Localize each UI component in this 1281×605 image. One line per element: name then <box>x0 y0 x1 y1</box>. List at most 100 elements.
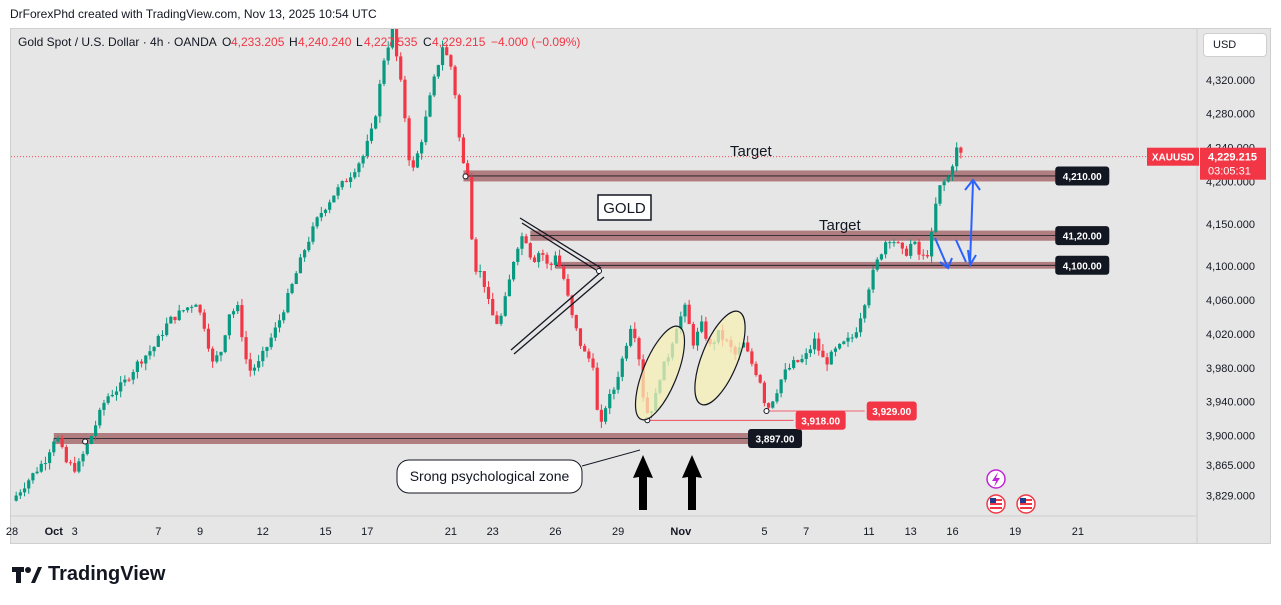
candle-body <box>687 304 691 325</box>
x-tick-label: 7 <box>155 526 161 538</box>
target-label-upper: Target <box>730 143 773 160</box>
candle-body <box>934 203 938 233</box>
candle-body <box>445 47 449 56</box>
candle-body <box>528 243 532 258</box>
candle-body <box>553 255 557 266</box>
tradingview-logo[interactable]: TradingView <box>12 563 165 586</box>
candle-body <box>750 351 754 364</box>
candle-body <box>516 248 520 262</box>
candle-body <box>754 363 758 375</box>
candle-body <box>114 391 119 395</box>
candle-body <box>403 79 407 119</box>
candle-body <box>620 358 624 377</box>
x-tick-label: Nov <box>670 526 692 538</box>
candle-body <box>336 187 340 196</box>
candle-body <box>290 284 294 294</box>
last-price-tag[interactable] <box>1200 147 1266 180</box>
highlight-ellipse <box>694 310 746 406</box>
pivot-dot <box>596 268 602 274</box>
candle-body <box>913 241 917 244</box>
candle-body <box>269 337 273 348</box>
candle-body <box>520 236 524 249</box>
candle-body <box>900 242 904 249</box>
highlight-ellipse <box>634 325 686 421</box>
candle-body <box>453 66 457 96</box>
y-tick-label: 4,320.000 <box>1206 75 1255 87</box>
candle-body <box>27 480 31 489</box>
candle-body <box>578 328 583 346</box>
candle-body <box>470 177 474 240</box>
change-value: −4.000 (−0.09%) <box>491 35 580 49</box>
target-zone-middle-price-tag[interactable] <box>1055 226 1110 246</box>
line-3918-price-tag[interactable] <box>795 410 846 430</box>
target-zone-lower-price-tag[interactable] <box>1055 255 1110 275</box>
candle-body <box>106 396 110 403</box>
axis-layer: 4,320.0004,280.0004,240.0004,200.0004,15… <box>6 29 1255 543</box>
candle-body <box>599 409 603 422</box>
tradingview-logo-icon <box>12 566 42 583</box>
x-tick-label: 21 <box>1072 526 1084 538</box>
candle-body <box>227 314 231 336</box>
candle-body <box>323 209 328 214</box>
target-zone-middle-price-text: 41,20.00 <box>1063 232 1102 243</box>
candle-body <box>382 60 386 84</box>
candle-body <box>812 338 817 350</box>
candle-body <box>261 350 265 362</box>
y-tick-label: 4,060.000 <box>1206 295 1255 307</box>
candle-body <box>156 335 160 347</box>
candle-body <box>541 253 545 255</box>
candle-body <box>194 304 198 307</box>
candle-body <box>39 463 43 472</box>
candle-body <box>110 394 114 397</box>
candle-body <box>420 142 424 154</box>
target-zone-upper-price-tag[interactable] <box>1055 166 1110 186</box>
us-flag-icon[interactable] <box>986 494 1006 514</box>
candle-body <box>328 202 332 210</box>
low-value: 4,227.535 <box>364 35 418 49</box>
symbol-tag[interactable] <box>1147 147 1199 166</box>
candle-body <box>808 349 812 354</box>
candle-body <box>959 147 963 153</box>
candle-body <box>190 306 194 308</box>
bar-countdown-text: 03:05:31 <box>1208 166 1251 178</box>
close-label: C <box>423 35 432 49</box>
y-tick-label: 3,980.000 <box>1206 363 1255 375</box>
candle-body <box>783 369 787 380</box>
candle-body <box>31 473 35 481</box>
candle-body <box>440 47 445 66</box>
y-tick-label: 3,829.000 <box>1206 491 1255 503</box>
candle-body <box>804 353 808 359</box>
line-3929-price-tag[interactable] <box>866 401 917 421</box>
support-zone-price-tag[interactable] <box>748 429 803 449</box>
candle-body <box>60 438 64 448</box>
candle-body <box>85 443 89 455</box>
target-label-middle: Target <box>819 217 862 234</box>
candle-body <box>407 118 411 161</box>
candle-body <box>545 254 549 264</box>
last-price-text: 4,229.215 <box>1208 152 1257 164</box>
candle-body <box>319 213 323 218</box>
candle-body <box>700 321 704 332</box>
candle-body <box>904 248 909 256</box>
callout-pointer <box>581 449 641 467</box>
x-tick-label: 23 <box>487 526 499 538</box>
candle-body <box>18 492 22 496</box>
candle-body <box>185 307 190 311</box>
psych-zone-text: Srong psychological zone <box>410 468 570 484</box>
us-flag-icon[interactable] <box>1016 494 1036 514</box>
candle-body <box>771 401 775 408</box>
candle-body <box>286 293 290 313</box>
candle-body <box>298 257 303 274</box>
currency-button[interactable]: USD <box>1203 33 1267 57</box>
candle-body <box>466 163 470 178</box>
y-tick-label: 4,100.000 <box>1206 261 1255 273</box>
candle-body <box>252 367 257 371</box>
blue-projection-arrows <box>934 178 981 270</box>
candle-body <box>512 261 516 280</box>
up-arrow-icon <box>633 455 653 510</box>
candle-body <box>160 335 165 337</box>
candle-body <box>119 382 123 392</box>
candle-body <box>315 217 319 227</box>
candle-body <box>211 348 215 362</box>
